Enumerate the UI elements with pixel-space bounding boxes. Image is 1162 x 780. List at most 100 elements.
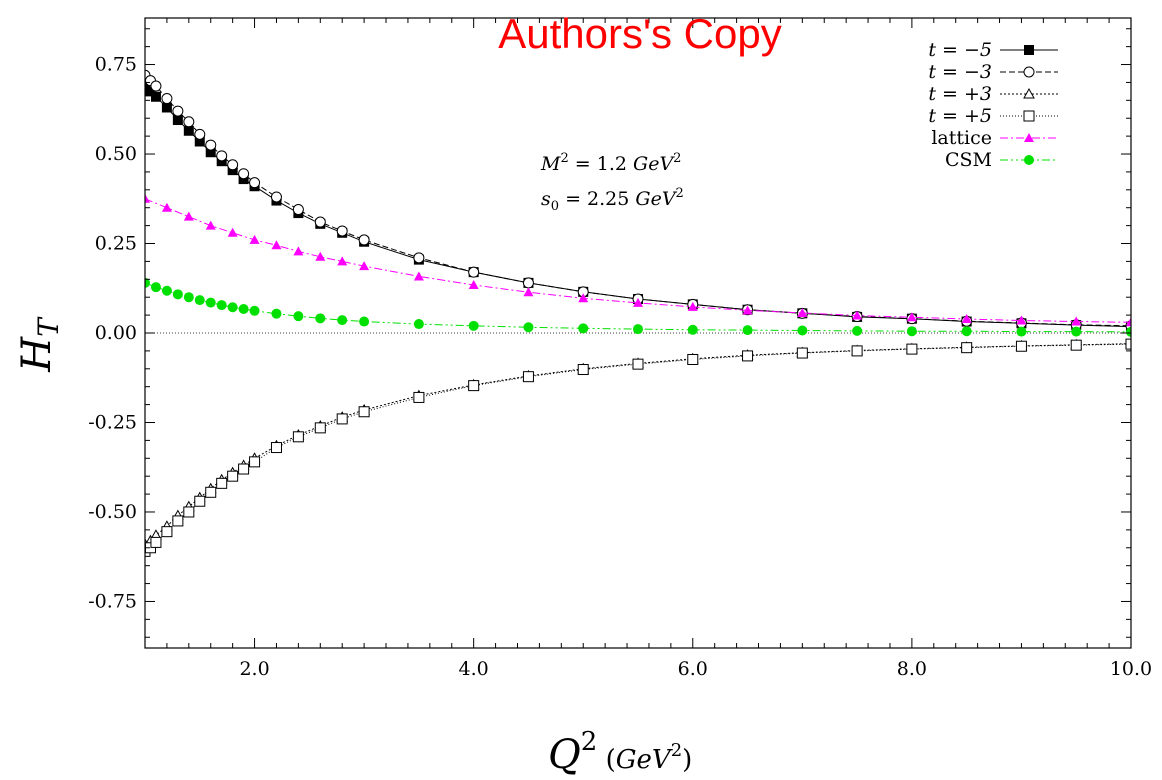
data-point <box>205 139 217 151</box>
legend-marker <box>1024 133 1034 142</box>
x-axis-title: Q2 (GeV2) <box>548 727 692 778</box>
data-point <box>314 216 326 228</box>
data-point <box>249 234 260 244</box>
legend-marker <box>1023 110 1035 122</box>
data-point <box>359 316 370 327</box>
data-point <box>249 305 260 316</box>
series-4 <box>145 193 1131 327</box>
data-point <box>161 93 173 105</box>
data-point <box>227 227 238 237</box>
data-point <box>194 128 206 140</box>
x-tick-label: 2.0 <box>239 658 269 680</box>
data-point <box>172 105 184 117</box>
legend-entry: lattice <box>931 127 1058 149</box>
data-point <box>961 326 972 337</box>
data-point <box>1125 338 1131 350</box>
data-point <box>1071 316 1082 326</box>
legend-marker <box>1024 45 1034 55</box>
y-tick-label: 0.00 <box>95 322 137 344</box>
data-point <box>249 456 261 468</box>
data-point <box>633 297 643 307</box>
data-point <box>523 287 534 297</box>
x-tick-label: 10.0 <box>1110 658 1152 680</box>
data-point <box>172 115 183 126</box>
legend-label: CSM <box>945 149 992 171</box>
data-point <box>194 295 205 306</box>
data-point <box>183 116 195 128</box>
data-point <box>468 280 479 290</box>
data-point <box>183 292 194 303</box>
y-tick-label: 0.75 <box>95 54 137 76</box>
data-point <box>270 442 282 454</box>
data-point <box>336 413 348 425</box>
legend-entry: t = −3 <box>928 61 1058 83</box>
data-point <box>852 325 863 336</box>
data-point <box>687 324 698 335</box>
data-point <box>358 406 370 418</box>
data-point <box>632 358 644 370</box>
data-point <box>413 252 425 264</box>
legend-label: t = +5 <box>928 105 992 127</box>
data-point <box>227 470 239 482</box>
data-point <box>145 86 156 97</box>
data-point <box>687 353 699 365</box>
data-point <box>293 246 304 256</box>
data-point <box>522 371 534 383</box>
data-point <box>633 324 643 335</box>
y-tick-label: -0.75 <box>88 590 137 612</box>
x-tick-label: 4.0 <box>459 658 489 680</box>
svg-text:M2 = 1.2 GeV2: M2 = 1.2 GeV2 <box>540 151 681 175</box>
series-5 <box>145 277 1131 337</box>
data-point <box>216 300 227 311</box>
legend-marker <box>1024 155 1034 165</box>
y-tick-label: -0.25 <box>88 411 137 433</box>
data-point <box>161 102 172 113</box>
legend-marker <box>1023 87 1035 99</box>
data-point <box>150 80 162 92</box>
legend-marker <box>1023 66 1035 78</box>
y-axis-title: HT <box>14 316 65 373</box>
series-2 <box>145 337 1131 549</box>
data-point <box>183 125 194 136</box>
data-point <box>359 261 370 271</box>
data-point <box>337 256 348 266</box>
legend-label: t = +3 <box>928 83 992 105</box>
data-point <box>1126 317 1131 327</box>
data-point <box>1016 326 1027 337</box>
data-point <box>742 325 753 336</box>
data-point <box>172 289 183 300</box>
data-point <box>337 315 348 326</box>
data-point <box>413 319 424 330</box>
data-point <box>578 323 589 334</box>
x-tick-label: 6.0 <box>678 658 708 680</box>
data-point <box>292 204 304 216</box>
data-point <box>249 177 261 189</box>
series-line <box>145 282 1131 333</box>
data-point <box>796 347 808 359</box>
data-point <box>413 271 424 281</box>
svg-text:Q2 (GeV2): Q2 (GeV2) <box>548 727 692 778</box>
data-point <box>906 312 917 322</box>
data-point <box>523 322 534 333</box>
data-point <box>161 285 172 296</box>
data-point <box>292 431 304 443</box>
data-point <box>315 251 326 261</box>
data-point <box>271 240 282 250</box>
data-point <box>150 282 161 293</box>
data-point <box>742 350 754 362</box>
x-tick-label: 8.0 <box>897 658 927 680</box>
data-point <box>205 147 216 158</box>
data-point <box>1070 339 1082 351</box>
data-point <box>271 308 282 319</box>
legend-entry: CSM <box>945 149 1058 171</box>
data-point <box>1071 326 1082 337</box>
legend-label: t = −3 <box>928 61 992 83</box>
data-point <box>851 345 863 357</box>
data-point <box>961 342 973 354</box>
data-point <box>577 364 589 376</box>
data-point <box>413 391 425 403</box>
data-point <box>145 81 150 92</box>
annotation-mass: M2 = 1.2 GeV2 <box>540 151 681 175</box>
data-point <box>238 304 249 315</box>
data-point <box>742 305 753 315</box>
